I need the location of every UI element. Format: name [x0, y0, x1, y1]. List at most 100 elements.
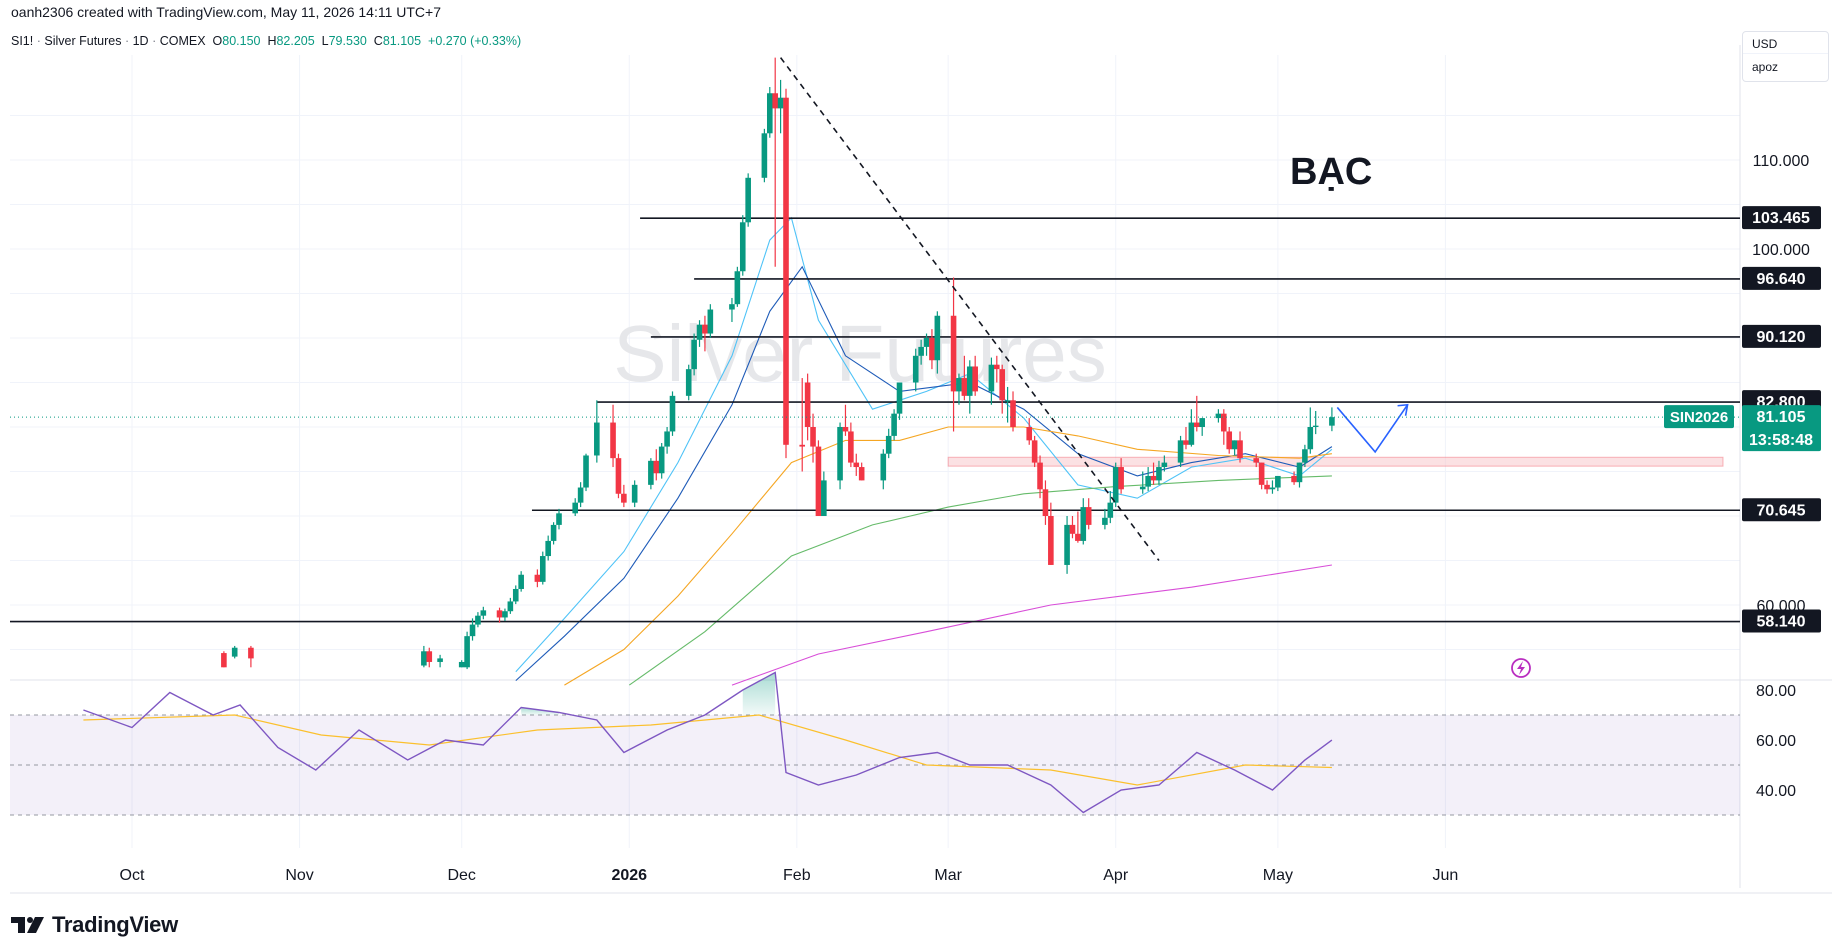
lightning-icon[interactable] [1511, 658, 1531, 678]
level-label-70.645: 70.645 [1757, 502, 1806, 519]
level-tag-70.645 [1742, 498, 1821, 522]
candle [1312, 410, 1319, 435]
candle [1302, 444, 1308, 468]
candle-body [1037, 462, 1043, 490]
symbol-info-bar[interactable]: SI1! · Silver Futures · 1D · COMEX O80.1… [11, 34, 522, 48]
projection-path[interactable] [1336, 403, 1409, 454]
sma-50-line [564, 426, 1332, 686]
currency-selector[interactable]: USD apoz [1742, 31, 1829, 82]
tradingview-brand: TradingView [52, 912, 178, 937]
time-axis-label: 2026 [611, 867, 647, 884]
candle [1102, 508, 1108, 530]
candle-body [896, 382, 903, 414]
low-label: L [321, 34, 329, 48]
candle-body [1188, 422, 1195, 445]
candle-body [837, 427, 843, 481]
candle-body [1085, 507, 1092, 525]
candle [885, 428, 892, 459]
tradingview-logo[interactable]: TradingView [11, 912, 178, 938]
current-price-tag [1742, 405, 1821, 452]
high-value: 82.205 [276, 34, 315, 48]
candle-partial-body [231, 647, 238, 657]
candle-body [615, 458, 622, 494]
candle [594, 400, 600, 463]
close-label: C [373, 34, 383, 48]
symbol-ticker: SI1! [11, 34, 34, 48]
candle-body [912, 355, 919, 383]
ema-fast-line [515, 216, 1333, 673]
candle [621, 484, 627, 508]
candle [550, 522, 557, 545]
candle-body [577, 487, 584, 503]
candle [615, 453, 622, 499]
candle [799, 378, 806, 472]
candle [912, 348, 919, 392]
candle [1161, 455, 1168, 472]
candle [1177, 435, 1184, 468]
sma-200-line [731, 564, 1332, 686]
price-axis[interactable]: SIN2026 81.105 13:58:48 110.000 100.000 60.00… [10, 153, 1821, 615]
candle-partial-body [426, 651, 433, 662]
candle-lead-body [507, 601, 514, 612]
candle-body [821, 480, 827, 516]
level-tag-58.140 [1742, 609, 1821, 633]
projection-line [1336, 404, 1409, 454]
rsi-line [83, 671, 1333, 814]
price-axis-label: 60.000 [1757, 598, 1806, 615]
candle [1307, 407, 1314, 454]
candle [1004, 386, 1011, 423]
candle [810, 413, 816, 463]
candle-body [804, 382, 811, 427]
candle-body [880, 453, 887, 481]
current-ticker: SIN2026 [1670, 409, 1728, 426]
change-value: +0.270 (+0.33%) [428, 34, 522, 48]
candle [821, 471, 827, 516]
candle-body [734, 271, 741, 305]
candle [848, 422, 854, 468]
candle-body [1302, 449, 1308, 463]
candle-body [1075, 533, 1081, 541]
low-value: 79.530 [328, 34, 367, 48]
symbol-interval: 1D [132, 34, 149, 48]
trendline[interactable] [779, 57, 1160, 561]
candle [1107, 491, 1114, 524]
lightning-icon-bolt [1517, 661, 1525, 675]
time-axis[interactable]: Oct Nov Dec 2026 Feb Mar Apr May Jun [120, 867, 1459, 884]
candle-body [702, 324, 708, 334]
level-label-96.640: 96.640 [1757, 271, 1806, 288]
candle-body [1031, 440, 1038, 463]
candle [1064, 516, 1070, 574]
candle-body [994, 364, 1000, 370]
candle [1031, 435, 1038, 468]
candle-body [972, 366, 978, 392]
candle [707, 304, 714, 338]
candle-body [988, 364, 995, 392]
candle-lead-body [480, 610, 487, 616]
candle-partial-body [437, 658, 443, 662]
candle-body [1193, 422, 1200, 427]
candle-body [550, 524, 557, 541]
candle [1118, 458, 1124, 494]
candle-body [853, 462, 860, 468]
candle [1291, 471, 1297, 485]
candle-partial-body [458, 661, 465, 668]
candle-body [1307, 427, 1314, 450]
candle-lead-body [502, 611, 508, 618]
candle [1048, 502, 1054, 565]
moving-averages [515, 216, 1333, 686]
projection-arrowhead [1397, 403, 1409, 416]
candle [1226, 427, 1233, 454]
symbol-name: Silver Futures [44, 34, 122, 48]
candle-body [842, 427, 849, 432]
time-axis-label: Mar [934, 867, 962, 884]
candle-body [745, 177, 751, 223]
price-chart[interactable]: Silver Futures 103.46596.64090.12082.800… [0, 0, 1835, 900]
candle [891, 409, 897, 441]
support-zone-rect [947, 456, 1724, 467]
candle-body [648, 460, 654, 485]
candle [729, 297, 735, 322]
candle-lead-body [539, 556, 546, 582]
candle-body [653, 460, 660, 474]
candle [896, 382, 903, 420]
